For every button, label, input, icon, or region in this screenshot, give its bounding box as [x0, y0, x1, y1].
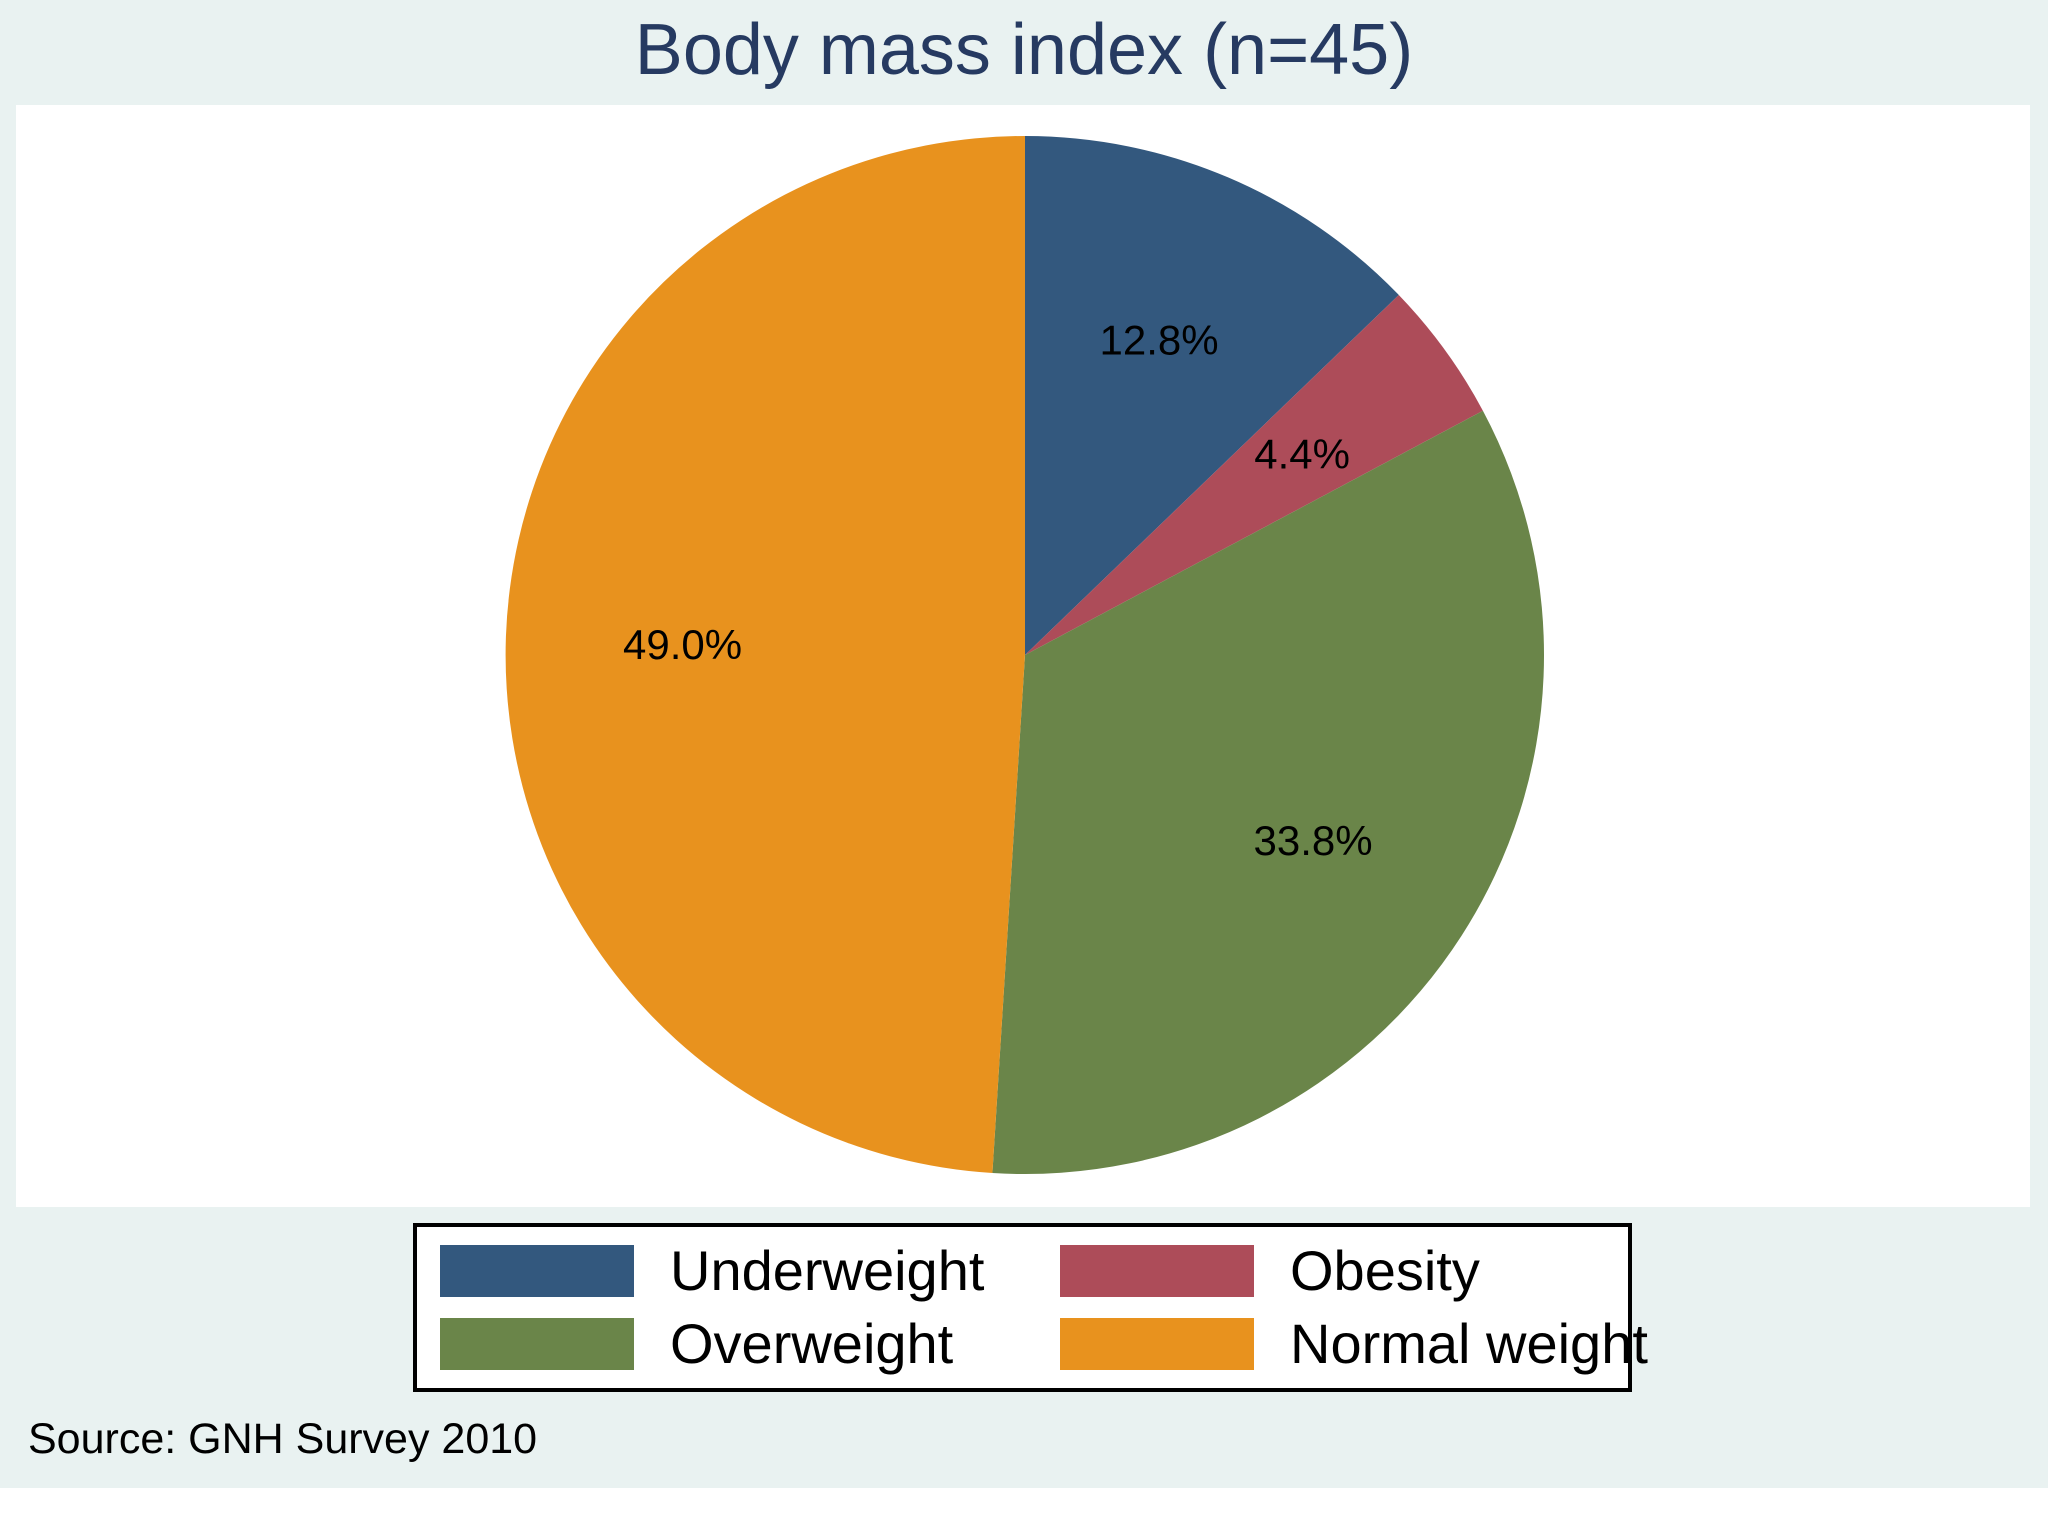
- pie-slice-obesity: [1025, 295, 1483, 655]
- plot-area: 12.8% 4.4% 33.8% 49.0%: [16, 105, 2030, 1207]
- chart-title: Body mass index (n=45): [634, 10, 1414, 90]
- legend-swatch-icon: [440, 1245, 634, 1298]
- pie-slice-overweight: [992, 410, 1545, 1175]
- legend-swatch-icon: [440, 1317, 634, 1370]
- legend-label: Overweight: [670, 1311, 954, 1375]
- legend-swatch-icon: [1060, 1245, 1254, 1298]
- pie-chart: 12.8% 4.4% 33.8% 49.0%: [505, 135, 1545, 1175]
- pie-slice-percent-label: 33.8%: [1254, 817, 1373, 864]
- legend-swatch-icon: [1060, 1317, 1254, 1370]
- source-note: Source: GNH Survey 2010: [28, 1415, 538, 1463]
- pie-slice-percent-label: 49.0%: [623, 621, 742, 668]
- legend-label: Obesity: [1290, 1239, 1480, 1303]
- pie-slice-normal-weight: [505, 135, 1025, 1173]
- legend-item-overweight: Overweight: [440, 1311, 1060, 1375]
- legend-item-obesity: Obesity: [1060, 1243, 1648, 1299]
- pie-slice-percent-label: 12.8%: [1100, 317, 1219, 364]
- legend-label: Normal weight: [1290, 1311, 1648, 1375]
- legend-box: Underweight Obesity Overweight Normal weigh…: [413, 1223, 1648, 1392]
- bottom-margin: [0, 1488, 2048, 1536]
- legend-item-underweight: Underweight: [440, 1243, 1060, 1299]
- legend-label: Underweight: [670, 1239, 985, 1303]
- pie-slice-underweight: [1025, 136, 1399, 655]
- legend-item-normal-weight: Normal weight: [1060, 1311, 1648, 1375]
- pie-slice-percent-label: 4.4%: [1254, 430, 1350, 477]
- legend-grid: Underweight Obesity Overweight Normal weigh…: [417, 1227, 1648, 1388]
